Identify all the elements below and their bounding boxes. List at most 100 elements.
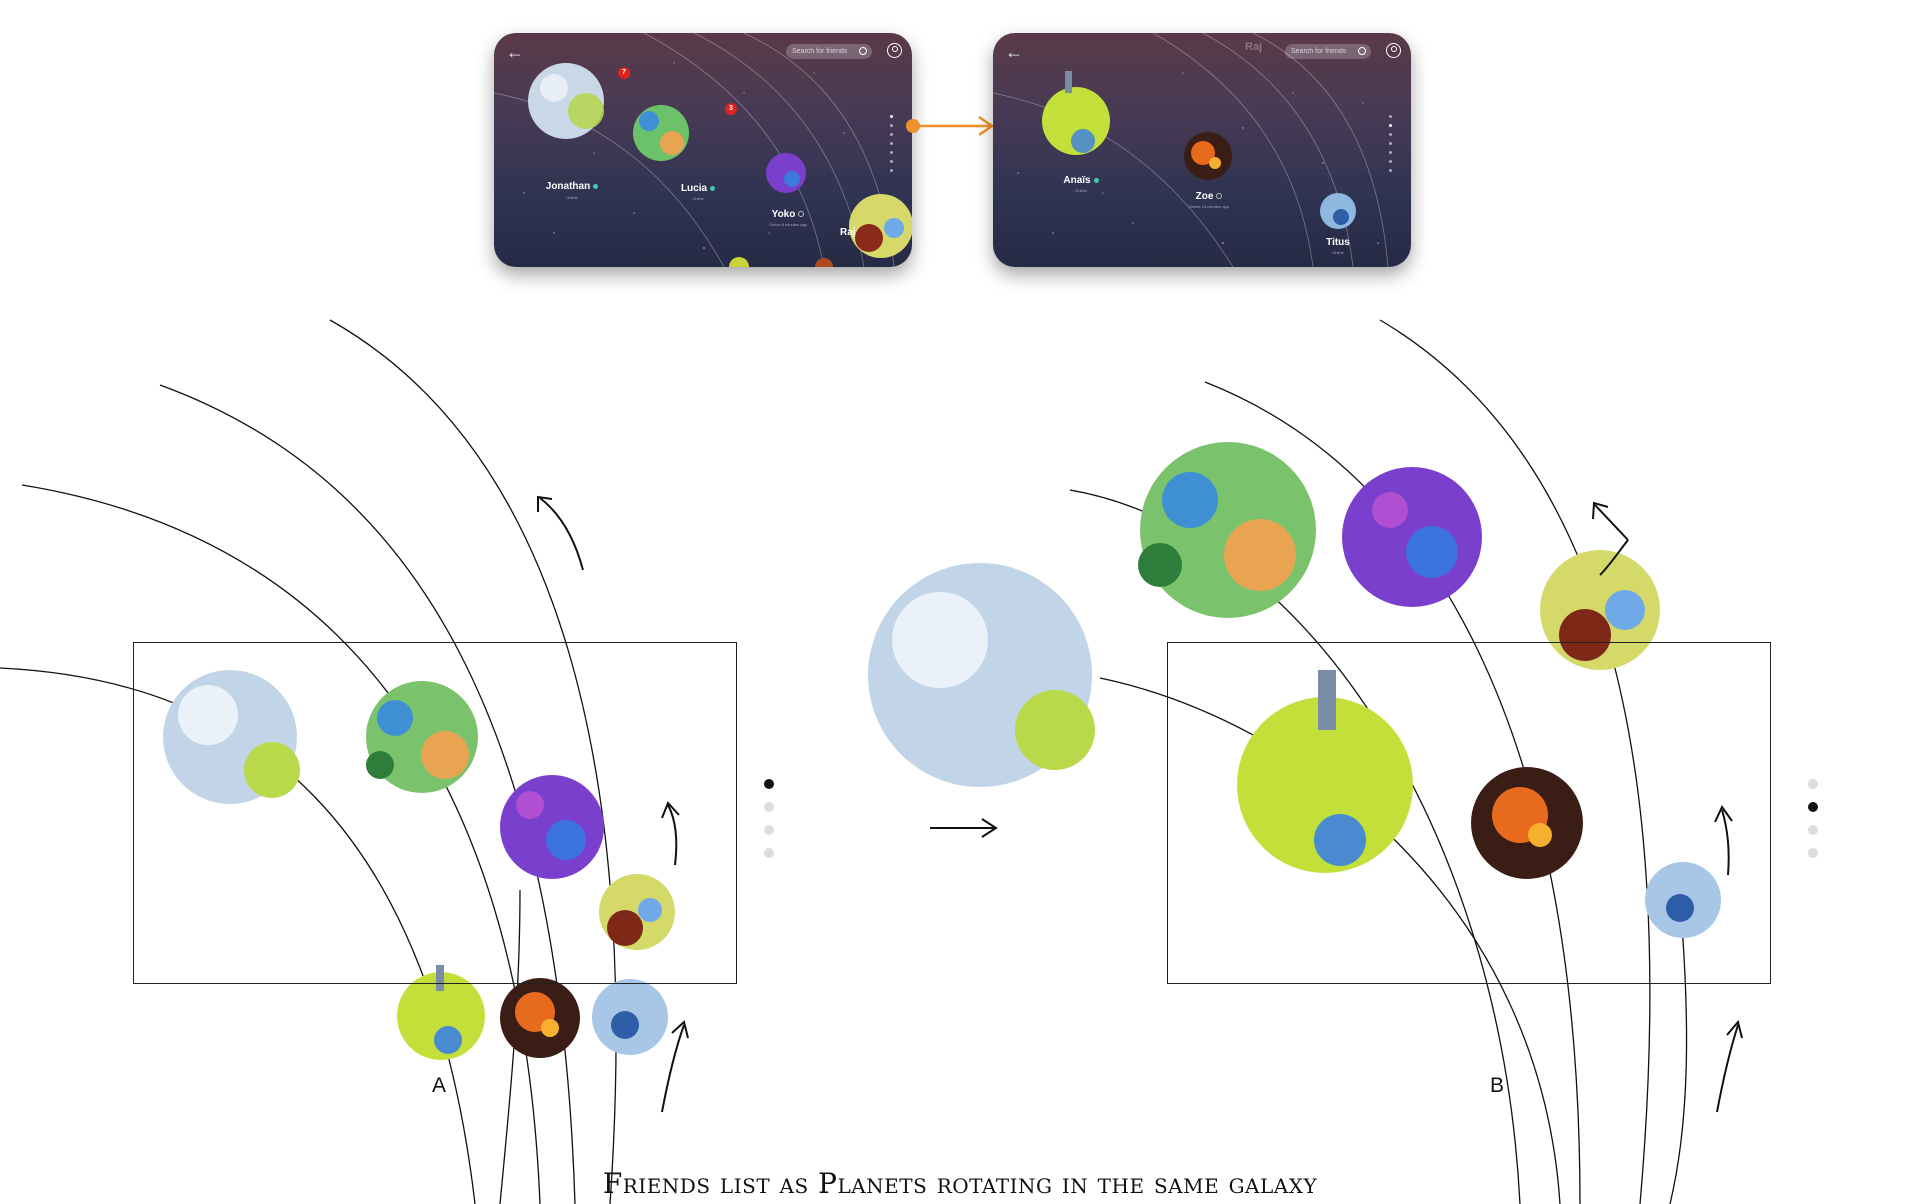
notification-badge: 7 xyxy=(618,67,630,79)
galaxy-background xyxy=(494,33,912,267)
notification-badge: 3 xyxy=(725,103,737,115)
galaxy-background xyxy=(993,33,1389,267)
planet-zoe-icon xyxy=(500,978,580,1058)
planet-anais-icon xyxy=(397,965,485,1060)
page-dot[interactable] xyxy=(1389,115,1392,118)
online-indicator xyxy=(1093,177,1099,183)
page-dot[interactable] xyxy=(1808,779,1818,789)
app-screen-b: ← Raj Search for friends Anaïs Online Zo… xyxy=(993,33,1411,267)
planet-zoe-icon xyxy=(1184,132,1232,180)
planet-jonathan-icon xyxy=(868,563,1095,787)
diagram-label-a: A xyxy=(432,1074,447,1097)
planet-lucia-icon xyxy=(1138,442,1316,618)
page-dot[interactable] xyxy=(890,115,893,118)
page-dot[interactable] xyxy=(1389,124,1392,127)
offline-indicator xyxy=(1216,193,1223,200)
faded-friend-name: Raj xyxy=(1245,41,1263,53)
orbit-diagram xyxy=(0,319,1743,1204)
page-indicator-b[interactable] xyxy=(1808,779,1818,871)
diagram-label-b: B xyxy=(1490,1074,1505,1097)
friend-status: Online xyxy=(1075,188,1087,193)
online-indicator xyxy=(710,185,716,191)
friend-name-anais[interactable]: Anaïs xyxy=(1041,175,1121,186)
page-dot[interactable] xyxy=(764,802,774,812)
online-indicator xyxy=(593,183,599,189)
friend-name-label: Lucia xyxy=(680,183,708,194)
planet-yoko-icon xyxy=(766,153,806,193)
page-dot[interactable] xyxy=(890,169,893,172)
friend-status: Online xyxy=(566,195,578,200)
friend-name-label: Zoe xyxy=(1195,191,1214,202)
page-dot[interactable] xyxy=(1389,142,1392,145)
planet-jonathan-icon xyxy=(528,63,604,139)
search-icon xyxy=(859,47,867,55)
planet-raj-icon xyxy=(1540,550,1660,670)
page-dot[interactable] xyxy=(1808,802,1818,812)
planet-zoe-icon xyxy=(1471,767,1583,879)
page-dot[interactable] xyxy=(890,160,893,163)
rotation-arrow xyxy=(661,1024,685,1113)
profile-icon[interactable] xyxy=(887,43,902,58)
page-indicator[interactable] xyxy=(890,115,894,178)
app-screen-a: ← Search for friends 7 3 Jonathan Online… xyxy=(494,33,912,267)
viewport-frame-a xyxy=(133,642,737,984)
planet-raj-icon xyxy=(849,194,912,258)
friend-name-jonathan[interactable]: Jonathan xyxy=(532,181,612,192)
page-indicator-a[interactable] xyxy=(764,779,774,871)
search-placeholder: Search for friends xyxy=(792,48,848,55)
planet-raj-icon xyxy=(599,874,675,950)
page-dot[interactable] xyxy=(890,133,893,136)
page-dot[interactable] xyxy=(764,779,774,789)
friend-name-zoe[interactable]: Zoe xyxy=(1169,191,1249,202)
planet-yoko-icon xyxy=(1342,467,1482,607)
rotation-arrow xyxy=(1721,809,1730,876)
page-dot[interactable] xyxy=(1389,151,1392,154)
rotation-arrow xyxy=(1599,539,1629,576)
friend-name-yoko[interactable]: Yoko xyxy=(748,209,828,220)
friend-status: Online 8 minutes ago xyxy=(769,222,807,227)
back-button[interactable]: ← xyxy=(1005,42,1023,62)
profile-icon[interactable] xyxy=(1386,43,1401,58)
planet-anais-icon xyxy=(1237,670,1413,873)
offline-indicator xyxy=(798,211,805,218)
page-dot[interactable] xyxy=(1808,825,1818,835)
page-dot[interactable] xyxy=(890,142,893,145)
planet-partial-icon xyxy=(729,257,833,267)
friend-status: Online xyxy=(1332,250,1344,255)
page-dot[interactable] xyxy=(1389,133,1392,136)
search-input[interactable]: Search for friends xyxy=(1285,44,1371,59)
back-button[interactable]: ← xyxy=(506,42,524,62)
page-dot[interactable] xyxy=(890,151,893,154)
viewport-frame-b xyxy=(1167,642,1771,984)
rotation-arrow xyxy=(1716,1024,1739,1113)
planet-titus-icon xyxy=(1320,193,1356,229)
orbit-line xyxy=(1099,677,1561,1204)
page-dot[interactable] xyxy=(1389,160,1392,163)
rotation-arrow xyxy=(1594,504,1629,541)
friend-name-titus[interactable]: Titus xyxy=(1326,237,1350,248)
friend-name-label: Anaïs xyxy=(1063,175,1091,186)
orbit-line xyxy=(1669,899,1688,1204)
planet-lucia-icon xyxy=(366,681,478,793)
search-input[interactable]: Search for friends xyxy=(786,44,872,59)
page-dot[interactable] xyxy=(890,124,893,127)
search-placeholder: Search for friends xyxy=(1291,48,1347,55)
friend-name-label: Yoko xyxy=(771,209,796,220)
friend-status: Online 15 minutes ago xyxy=(1188,204,1230,209)
rotation-arrow xyxy=(539,497,584,571)
page-dot[interactable] xyxy=(1808,848,1818,858)
page-indicator[interactable] xyxy=(1389,115,1393,178)
friend-name-raj[interactable]: Raj xyxy=(840,227,856,238)
orbit-line xyxy=(1204,381,1581,1204)
page-dot[interactable] xyxy=(764,848,774,858)
transition-arrow xyxy=(906,115,995,137)
planet-lucia-icon xyxy=(633,105,689,161)
friend-name-lucia[interactable]: Lucia xyxy=(658,183,738,194)
rotation-arrow xyxy=(667,804,678,866)
friend-name-label: Jonathan xyxy=(545,181,591,192)
page-dot[interactable] xyxy=(1389,169,1392,172)
planet-jonathan-icon xyxy=(163,670,300,804)
figure-caption: Friends list as Planets rotating in the … xyxy=(602,1167,1318,1200)
planet-titus-icon xyxy=(1645,862,1721,938)
page-dot[interactable] xyxy=(764,825,774,835)
